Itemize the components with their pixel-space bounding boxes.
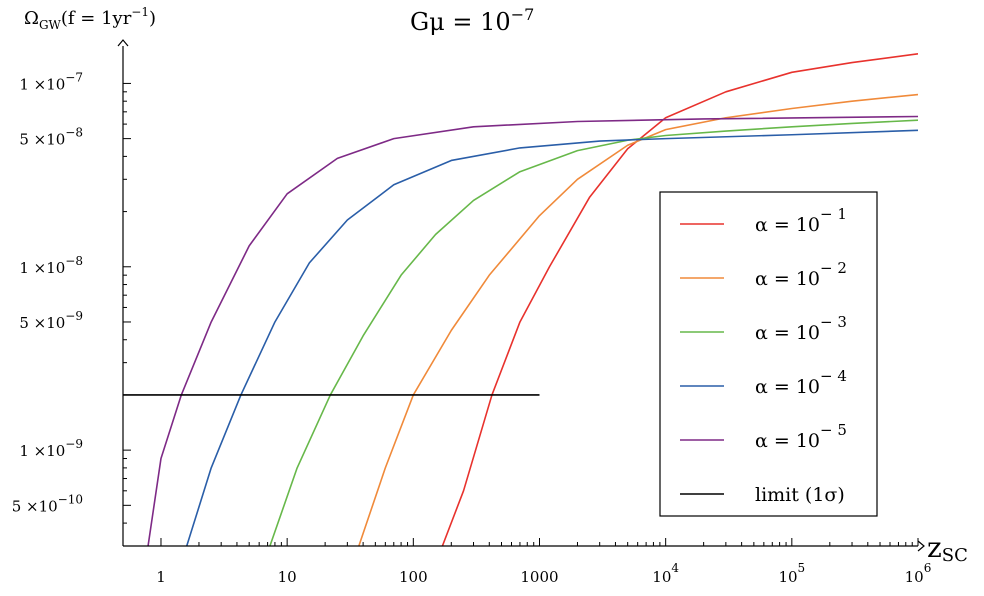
legend-label: α = 10− 2 <box>755 259 847 290</box>
y-tick-label: 5 ×10−9 <box>19 309 83 332</box>
legend-label: α = 10− 5 <box>755 421 847 452</box>
x-axis-label: zSC <box>927 531 968 566</box>
y-tick-label: 5 ×10−10 <box>12 492 83 515</box>
chart-title-exponent: −7 <box>511 5 535 24</box>
plot-lines <box>123 53 918 546</box>
legend-label: α = 10− 3 <box>755 313 847 344</box>
legend-label: limit (1σ) <box>755 484 845 506</box>
y-axis-arrow <box>117 39 129 47</box>
x-tick-label: 104 <box>652 561 679 586</box>
y-tick-label: 1 ×10−9 <box>19 437 83 460</box>
y-axis-label: ΩGW(f = 1yr−1) <box>24 5 156 32</box>
y-axis-label-exp: −1 <box>131 5 149 19</box>
y-tick-label: 5 ×10−8 <box>19 126 83 149</box>
axes <box>117 39 925 552</box>
x-tick-label: 1000 <box>520 568 558 586</box>
x-tick-label: 106 <box>905 561 932 586</box>
x-tick-label: 100 <box>399 568 428 586</box>
ticks: 1 10 100 1000 104 105 106 1 ×10−7 5 ×10−8 1 ×10−8… <box>12 70 932 586</box>
series-line-3 <box>269 119 918 546</box>
x-axis-label-sub: SC <box>942 545 968 566</box>
x-tick-label: 1 <box>156 568 166 586</box>
legend: α = 10− 1 α = 10− 2 α = 10− 3 α = 10− 4 α = … <box>659 191 878 517</box>
chart-title: Gμ = 10−7 <box>410 5 534 36</box>
series-line-5 <box>147 115 918 546</box>
x-tick-label: 105 <box>778 561 805 586</box>
y-tick-label: 1 ×10−7 <box>19 70 83 93</box>
y-tick-label: 1 ×10−8 <box>19 254 83 277</box>
x-tick-label: 10 <box>278 568 297 586</box>
x-axis-arrow <box>917 540 925 552</box>
legend-box <box>659 191 878 517</box>
series-line-1 <box>441 53 918 546</box>
y-axis-label-sub: GW <box>39 18 62 32</box>
legend-label: α = 10− 1 <box>755 205 847 236</box>
legend-label: α = 10− 4 <box>755 367 847 398</box>
